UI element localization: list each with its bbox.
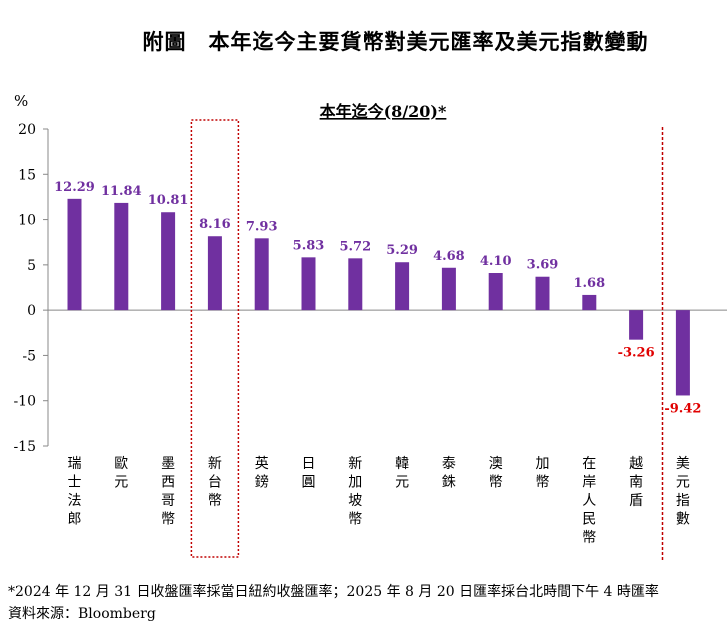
data-label: 8.16 xyxy=(199,217,231,232)
y-tick-label: 5 xyxy=(27,258,36,274)
x-tick-label: 瑞士法郎 xyxy=(68,456,82,528)
data-label: 10.81 xyxy=(148,193,189,208)
chart-subtitle: 本年迄今(8/20)* xyxy=(320,102,447,121)
value-labels: 12.29 11.84 10.81 8.16 7.93 5.83 5.72 5.29 4.68 4… xyxy=(54,180,701,417)
data-label: 5.29 xyxy=(386,243,418,258)
x-tick-label: 美元指數 xyxy=(676,456,690,528)
data-label: 3.69 xyxy=(527,258,559,273)
data-label: 5.83 xyxy=(293,238,325,253)
bar xyxy=(441,267,456,311)
plot-area xyxy=(47,129,727,446)
y-tick-label: -10 xyxy=(13,394,36,410)
footnote: *2024 年 12 月 31 日收盤匯率採當日紐約收盤匯率；2025 年 8 … xyxy=(8,584,659,600)
x-tick-label: 新加坡幣 xyxy=(348,456,362,528)
bar xyxy=(582,294,597,311)
x-tick-label: 在岸人民幣 xyxy=(582,456,596,546)
x-tick-label: 澳幣 xyxy=(489,456,503,491)
data-label: 1.68 xyxy=(573,276,605,291)
bar xyxy=(395,262,410,311)
bar-chart: % 本年迄今(8/20)* 20 15 10 5 0 -5 -10 -15 12.29 11.8… xyxy=(13,92,727,560)
data-label: 11.84 xyxy=(101,184,142,199)
bar xyxy=(629,310,644,340)
data-label: -9.42 xyxy=(664,401,701,416)
x-tick-label: 歐元 xyxy=(114,456,128,491)
x-tick-label: 日圓 xyxy=(302,456,316,491)
bar xyxy=(535,276,550,311)
y-axis: 20 15 10 5 0 -5 -10 -15 xyxy=(13,122,48,455)
y-tick-label: 15 xyxy=(18,167,36,183)
x-tick-label: 越南盾 xyxy=(629,456,643,509)
data-label: -3.26 xyxy=(618,346,655,361)
x-tick-label: 韓元 xyxy=(395,456,409,491)
data-label: 4.68 xyxy=(433,249,465,264)
bar xyxy=(161,212,176,311)
x-tick-label: 加幣 xyxy=(536,456,550,491)
bar xyxy=(67,198,82,311)
y-tick-label: 0 xyxy=(27,303,36,319)
chart-title: 附圖 本年迄今主要貨幣對美元匯率及美元指數變動 xyxy=(142,29,649,54)
bar xyxy=(114,202,129,311)
x-tick-label: 英鎊 xyxy=(255,455,269,491)
annotations xyxy=(190,119,664,560)
y-tick-label: -5 xyxy=(22,348,36,364)
bar xyxy=(488,273,503,311)
x-tick-label: 新台幣 xyxy=(208,456,222,509)
data-label: 5.72 xyxy=(339,239,371,254)
bar xyxy=(207,236,222,311)
x-tick-label: 墨西哥幣 xyxy=(161,456,175,528)
x-tick-label: 泰銖 xyxy=(442,456,456,491)
bar xyxy=(675,310,690,396)
bars xyxy=(67,198,690,396)
y-tick-label: 20 xyxy=(18,122,36,138)
y-tick-label: 10 xyxy=(18,213,36,229)
bar xyxy=(301,257,316,311)
data-label: 7.93 xyxy=(246,219,278,234)
y-axis-label: % xyxy=(14,92,28,110)
data-label: 4.10 xyxy=(480,254,512,269)
highlight-box xyxy=(190,119,240,558)
y-tick-label: -15 xyxy=(13,439,36,455)
bar xyxy=(254,238,269,311)
bar xyxy=(348,258,363,311)
data-label: 12.29 xyxy=(54,180,95,195)
data-source: 資料來源：Bloomberg xyxy=(8,606,156,622)
